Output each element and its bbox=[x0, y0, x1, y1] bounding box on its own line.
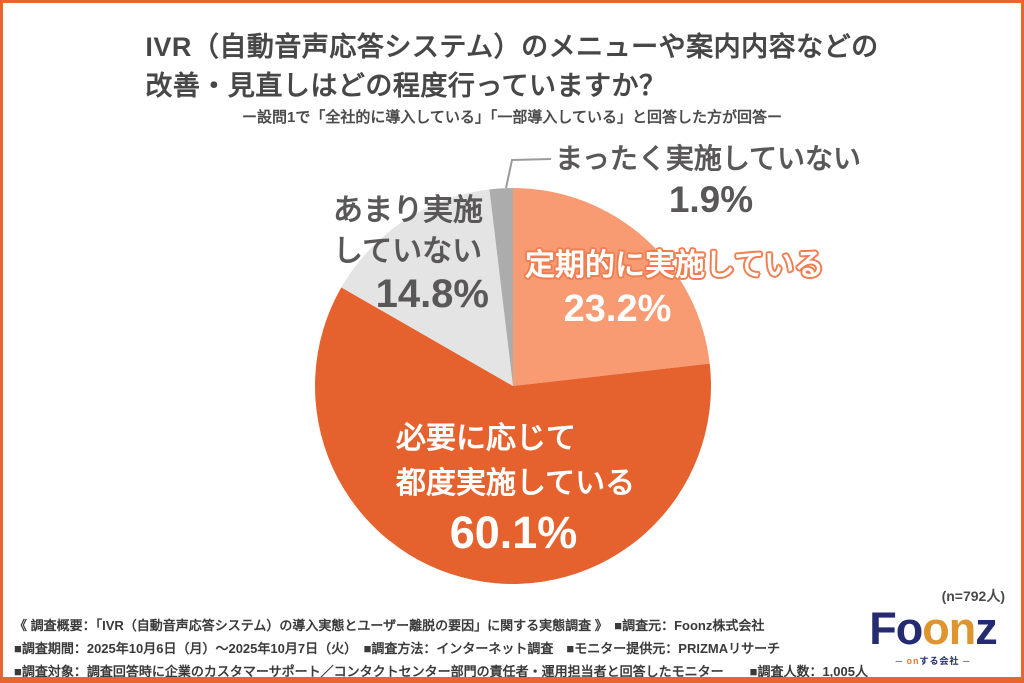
label-teikiteki-text: 定期的に実施している bbox=[525, 249, 825, 282]
label-amari-line1: あまり実施 bbox=[333, 194, 483, 227]
label-hitsuyou-line2: 都度実施している bbox=[396, 467, 636, 500]
logo-part-fo: Fo bbox=[869, 603, 923, 654]
tagline-dash-right: ─ bbox=[959, 656, 971, 666]
title-line-2: 改善・見直しはどの程度行っていますか？ bbox=[145, 71, 667, 101]
label-mattaku: まったく実施していない 1.9% bbox=[555, 142, 867, 221]
footer-line-2: ■調査期間：2025年10月6日（月）～2025年10月7日（火） ■調査方法：… bbox=[14, 641, 781, 656]
leader-line bbox=[505, 158, 552, 189]
pie-slice-amari bbox=[341, 189, 513, 386]
sample-size-note: (n=792人) bbox=[941, 588, 1005, 604]
footer-line-1: 《 調査概要：「IVR（自動音声応答システム）の導入実態とユーザー離脱の要因」に… bbox=[14, 618, 765, 633]
page-title: IVR（自動音声応答システム）のメニューや案内内容などの 改善・見直しはどの程度… bbox=[145, 28, 878, 106]
pie-slice-teikiteki bbox=[513, 187, 710, 386]
foonz-logo: Foonz ─ onする会社 ─ bbox=[855, 604, 1011, 667]
label-teikiteki-pct: 23.2% bbox=[563, 288, 672, 330]
tagline-rest: する会社 bbox=[919, 656, 960, 666]
pie-chart bbox=[315, 158, 712, 584]
tagline-on: on bbox=[906, 656, 920, 666]
logo-part-on: on bbox=[922, 603, 976, 654]
label-mattaku-pct: 1.9% bbox=[668, 179, 754, 220]
label-hitsuyou: 必要に応じて 都度実施している 60.1% bbox=[396, 416, 635, 558]
page-subtitle: ー設問1で「全社的に導入している」「一部導入している」と回答した方が回答ー bbox=[242, 109, 782, 126]
footer-line-3: ■調査対象：調査回答時に企業のカスタマーサポート／コンタクトセンター部門の責任者… bbox=[14, 664, 868, 679]
label-amari-pct: 14.8% bbox=[375, 272, 489, 316]
logo-part-z: z bbox=[975, 603, 997, 654]
label-amari: あまり実施 していない 14.8% bbox=[333, 190, 489, 316]
title-line-1: IVR（自動音声応答システム）のメニューや案内内容などの bbox=[145, 32, 879, 62]
label-hitsuyou-pct: 60.1% bbox=[449, 507, 578, 558]
foonz-logo-wordmark: Foonz bbox=[855, 604, 1011, 654]
label-hitsuyou-line1: 必要に応じて bbox=[396, 422, 576, 455]
pie-slice-hitsuyou bbox=[315, 287, 712, 584]
pie-slice-mattaku bbox=[489, 188, 513, 386]
label-teikiteki: 定期的に実施している 23.2% bbox=[525, 248, 824, 330]
label-amari-line2: していない bbox=[333, 235, 483, 268]
pie-slices bbox=[315, 187, 712, 584]
tagline-dash-left: ─ bbox=[895, 656, 907, 666]
footer-notes: 《 調査概要：「IVR（自動音声応答システム）の導入実態とユーザー離脱の要因」に… bbox=[14, 614, 868, 679]
label-mattaku-text: まったく実施していない bbox=[555, 143, 862, 174]
foonz-logo-tagline: ─ onする会社 ─ bbox=[855, 654, 1011, 667]
